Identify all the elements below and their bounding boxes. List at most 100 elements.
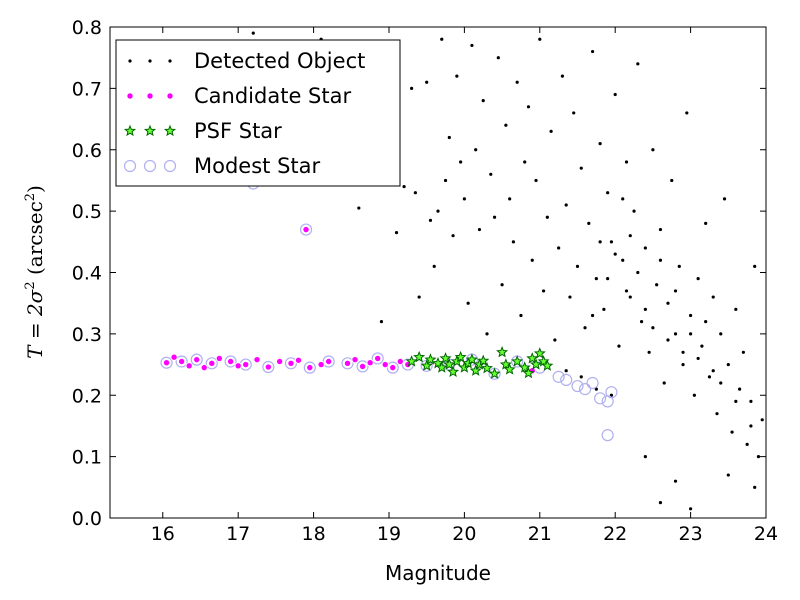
detected-object-point — [606, 191, 610, 195]
candidate-star-point — [200, 363, 208, 372]
psf-star-point — [499, 358, 512, 370]
legend-marker-detected — [148, 59, 152, 63]
psf-star-point — [518, 361, 531, 373]
modest-star-point — [175, 355, 188, 368]
detected-object-point — [745, 442, 749, 446]
detected-object-point — [639, 320, 644, 324]
detected-object-point — [564, 203, 568, 207]
detected-object-point — [357, 206, 361, 210]
y-tick-label: 0.1 — [72, 447, 102, 469]
legend-marker-candidate — [166, 92, 174, 100]
modest-star-point — [341, 357, 354, 370]
x-tick-label: 16 — [151, 523, 175, 545]
psf-star-point — [511, 355, 524, 367]
detected-object-point — [455, 74, 459, 78]
detected-object-point — [428, 218, 433, 222]
detected-object-point — [643, 246, 647, 250]
detected-object-point — [432, 264, 436, 268]
psf-star-point — [454, 350, 467, 363]
candidate-star-point — [302, 225, 310, 234]
detected-object-point — [519, 313, 523, 318]
y-tick-label: 0.5 — [72, 201, 102, 223]
detected-object-point — [466, 301, 470, 305]
detected-object-point — [621, 197, 625, 201]
svg-text:T = 2σ2 (arcsec2): T = 2σ2 (arcsec2) — [23, 185, 47, 359]
x-tick-label: 19 — [377, 523, 401, 545]
ticks-layer — [110, 26, 767, 519]
legend: Detected Object Candidate Star PSF Star … — [115, 39, 401, 187]
detected-object-point — [670, 178, 674, 183]
candidate-star-point — [351, 355, 359, 364]
candidate-star-point — [294, 356, 303, 364]
detected-object-point — [575, 264, 580, 268]
detected-object-point — [753, 485, 757, 489]
psf-star-point — [533, 347, 546, 359]
candidate-star-point — [381, 360, 389, 369]
candidate-star-point — [242, 360, 250, 369]
candidate-star-point — [373, 354, 382, 363]
detected-object-point — [688, 332, 693, 336]
detected-object-point — [715, 412, 719, 416]
x-tick-label: 21 — [528, 523, 552, 545]
candidate-star-point — [177, 357, 186, 366]
detected-object-point — [602, 307, 606, 311]
modest-star-point — [571, 379, 584, 393]
detected-object-point — [734, 307, 738, 311]
detected-object-point — [655, 283, 659, 287]
detected-object-point — [613, 92, 617, 97]
detected-object-point — [560, 74, 565, 78]
psf-star-point — [469, 364, 482, 376]
detected-object-point — [636, 270, 640, 275]
detected-object-point — [722, 197, 727, 201]
x-tick-label: 18 — [301, 523, 325, 545]
detected-object-point — [538, 37, 542, 41]
legend-marker-modest — [143, 159, 157, 173]
candidate-star-point — [366, 359, 374, 367]
candidate-star-point — [358, 362, 367, 371]
legend-markers — [123, 59, 177, 173]
detected-object-point — [692, 393, 696, 397]
tick-labels: 16 17 18 19 20 21 22 23 24 0.0 0.1 0.2 0.3 0.4 0.5 0.6 0… — [72, 17, 778, 545]
detected-object-point — [447, 135, 451, 140]
detected-object-point — [515, 80, 519, 84]
detected-object-point — [681, 350, 685, 354]
y-tick-label: 0.7 — [72, 78, 102, 100]
detected-object-point — [481, 99, 485, 103]
legend-box — [115, 39, 401, 187]
detected-object-point — [734, 399, 738, 403]
legend-marker-candidate — [126, 92, 134, 100]
detected-object-point — [632, 209, 636, 213]
detected-object-point — [651, 148, 655, 152]
candidate-star-point — [389, 363, 397, 372]
detected-object-point — [568, 295, 572, 299]
detected-object-point — [628, 234, 632, 238]
legend-marker-modest — [163, 159, 177, 173]
points-layer — [160, 31, 764, 511]
detected-object-point — [749, 399, 753, 403]
candidate-star-point — [306, 363, 314, 372]
detected-object-point — [534, 178, 538, 183]
y-axis-title: T = 2σ2 (arcsec2) — [23, 185, 47, 359]
detected-object-point — [719, 381, 723, 385]
detected-object-point — [590, 313, 595, 318]
psf-star-point — [447, 365, 460, 378]
psf-star-point — [480, 361, 494, 374]
psf-star-point — [496, 345, 509, 358]
candidate-star-point — [215, 354, 224, 363]
legend-marker-psf — [123, 124, 137, 137]
detected-object-point — [647, 350, 651, 354]
y-tick-label: 0.3 — [72, 324, 102, 346]
candidate-star-point — [185, 362, 193, 370]
y-tick-label: 0.6 — [72, 140, 102, 162]
detected-object-point — [598, 240, 602, 244]
detected-object-point — [666, 301, 670, 305]
psf-star-point — [477, 354, 490, 367]
detected-object-point — [564, 369, 568, 373]
y-tick-label: 0.0 — [72, 508, 102, 530]
detected-object-point — [459, 160, 463, 164]
candidate-star-point — [343, 359, 352, 368]
psf-star-point — [439, 352, 452, 364]
detected-object-point — [658, 258, 663, 262]
detected-object-point — [379, 320, 384, 324]
y-tick-label: 0.2 — [72, 385, 102, 407]
